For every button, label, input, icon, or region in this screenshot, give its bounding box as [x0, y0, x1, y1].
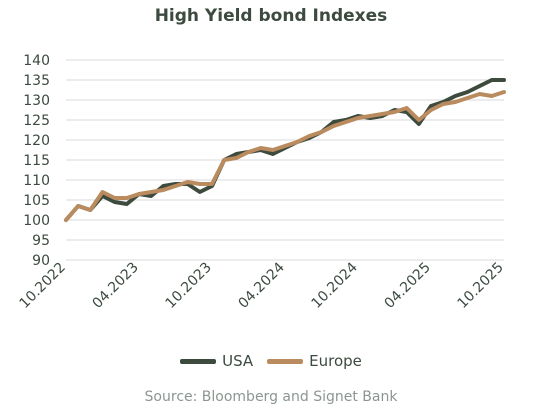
y-tick-label: 100	[23, 213, 50, 229]
y-tick-label: 115	[23, 153, 50, 169]
y-tick-label: 120	[23, 133, 50, 149]
legend-label-usa: USA	[222, 352, 254, 370]
legend-swatch-usa	[180, 358, 217, 364]
y-tick-label: 140	[23, 53, 50, 69]
legend-label-europe: Europe	[309, 352, 362, 370]
y-tick-label: 135	[23, 73, 50, 89]
series-lines	[64, 78, 506, 222]
legend: USA Europe	[0, 352, 542, 370]
y-tick-label: 110	[23, 173, 50, 189]
x-tick-label: 10.2024	[309, 259, 361, 311]
gridlines	[66, 59, 504, 261]
x-tick-label: 04.2024	[236, 259, 288, 311]
x-tick-label: 04.2023	[90, 260, 142, 312]
legend-item-usa: USA	[180, 352, 253, 370]
series-line-europe	[64, 90, 506, 222]
chart-title: High Yield bond Indexes	[154, 6, 388, 26]
series-line-usa	[64, 78, 506, 222]
x-axis-ticks: 10.2022 04.2023 10.2023 04.2024 10.2024 04.20…	[17, 259, 507, 311]
y-tick-label: 90	[32, 253, 50, 269]
x-tick-label: 10.2025	[455, 260, 507, 312]
x-tick-label: 10.2023	[163, 260, 215, 312]
y-tick-label: 105	[23, 193, 50, 209]
legend-swatch-europe	[267, 358, 304, 364]
y-axis-ticks: 90 95 100 105 110 115 120 125 130 135 140	[23, 53, 50, 269]
x-tick-label: 04.2025	[382, 260, 434, 312]
legend-item-europe: Europe	[267, 352, 362, 370]
source-note: Source: Bloomberg and Signet Bank	[144, 389, 398, 405]
y-tick-label: 130	[23, 93, 50, 109]
y-tick-label: 125	[23, 113, 50, 129]
y-tick-label: 95	[32, 233, 50, 249]
